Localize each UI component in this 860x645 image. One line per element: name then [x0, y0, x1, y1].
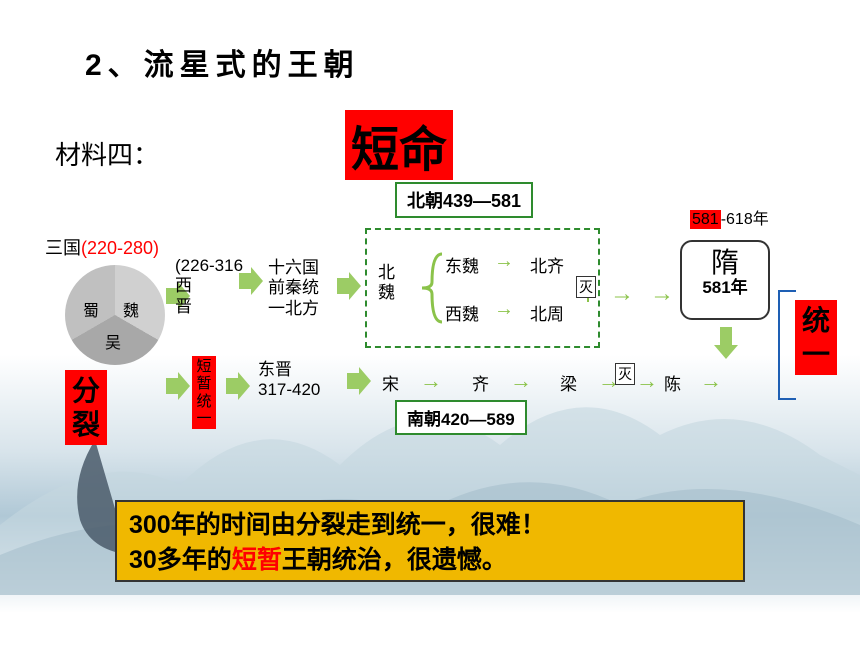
conclusion-line1: 300年的时间由分裂走到统一，很难！	[129, 508, 731, 543]
sui-name: 隋	[682, 248, 768, 279]
beiwei-label: 北 魏	[378, 263, 395, 304]
bw-l1: 北	[378, 263, 395, 282]
dj-years: 317-420	[258, 380, 320, 399]
slg-l3: 一北方	[268, 299, 319, 318]
xijin-label: (226-316 西 晋	[175, 256, 243, 317]
dj-name: 东晋	[258, 360, 292, 379]
arrow-icon: →	[650, 280, 674, 308]
sanguo-name: 三国	[45, 238, 81, 258]
fl-c2: 裂	[72, 409, 100, 440]
beiqi-label: 北齐	[530, 252, 564, 277]
ty-c2: 一	[802, 339, 830, 370]
pie-wei: 魏	[123, 297, 139, 321]
mie-label-2: 灭	[615, 363, 635, 385]
slg-l1: 十六国	[268, 258, 319, 277]
dongwei-label: 东魏	[445, 252, 479, 277]
year-618: -618年	[721, 211, 769, 228]
liang-label: 梁	[560, 370, 577, 395]
north-dashed-box	[365, 228, 600, 348]
sui-years-badge: 581-618年	[690, 205, 769, 229]
tongyi-label: 统 一	[795, 300, 837, 375]
beizhou-label: 北周	[530, 300, 564, 325]
arrow-icon: →	[636, 368, 658, 394]
sanguo-pie: 蜀 魏 吴	[65, 265, 165, 365]
chen-label: 陈	[664, 370, 681, 395]
arrow-icon: →	[610, 280, 634, 308]
sanguo-years: (220-280)	[81, 238, 159, 258]
qi-label: 齐	[472, 370, 489, 395]
section-title: 2、流星式的王朝	[85, 40, 360, 84]
arrow-icon	[224, 370, 252, 402]
sui-box: 隋 581年	[680, 240, 770, 320]
bracket-icon	[414, 252, 444, 324]
c2a: 30多年的	[129, 546, 232, 574]
arrow-icon: →	[420, 368, 442, 394]
arrow-icon: →	[494, 298, 514, 321]
xijin-l1: 西	[175, 276, 192, 295]
pie-shu: 蜀	[83, 297, 99, 321]
mie-label-1: 灭	[576, 276, 596, 298]
sanguo-label: 三国(220-280)	[45, 234, 159, 260]
dz-c1: 短	[196, 358, 211, 375]
c2b: 王朝统治，很遗憾。	[282, 546, 507, 574]
arrow-icon	[335, 270, 363, 302]
material-label: 材料四：	[55, 135, 159, 172]
fenlie-label: 分 裂	[65, 370, 107, 445]
arrow-icon: →	[494, 250, 514, 273]
arrow-icon	[345, 365, 373, 397]
duanzan-label: 短 暂 统 一	[192, 356, 216, 429]
north-dynasty-label: 北朝439—581	[395, 182, 533, 218]
xiwei-label: 西魏	[445, 300, 479, 325]
xijin-years: (226-316	[175, 256, 243, 275]
bw-l2: 魏	[378, 283, 395, 302]
pie-wu: 吴	[105, 329, 121, 353]
conclusion-line2: 30多年的短暂王朝统治，很遗憾。	[129, 543, 731, 578]
slg-l2: 前秦统	[268, 278, 319, 297]
south-dynasty-label: 南朝420—589	[395, 400, 527, 435]
ty-c1: 统	[802, 305, 830, 336]
down-arrow-icon	[712, 325, 740, 361]
arrow-icon: →	[510, 368, 532, 394]
c2red: 短暂	[232, 546, 282, 574]
shiliuguo-label: 十六国 前秦统 一北方	[268, 258, 319, 319]
song-label: 宋	[382, 370, 399, 395]
bracket-icon	[778, 290, 796, 400]
arrow-icon	[164, 370, 192, 402]
xijin-l2: 晋	[175, 297, 192, 316]
fl-c1: 分	[72, 375, 100, 406]
arrow-icon	[237, 265, 265, 297]
conclusion-box: 300年的时间由分裂走到统一，很难！ 30多年的短暂王朝统治，很遗憾。	[115, 500, 745, 582]
arrow-icon: →	[700, 368, 722, 394]
dz-c3: 统	[196, 393, 211, 410]
sui-year: 581年	[682, 279, 768, 298]
dz-c4: 一	[196, 410, 211, 427]
dz-c2: 暂	[196, 375, 211, 392]
dongjin-label: 东晋 317-420	[258, 360, 320, 401]
short-life-badge: 短命	[345, 110, 453, 180]
year-581: 581	[690, 210, 721, 229]
